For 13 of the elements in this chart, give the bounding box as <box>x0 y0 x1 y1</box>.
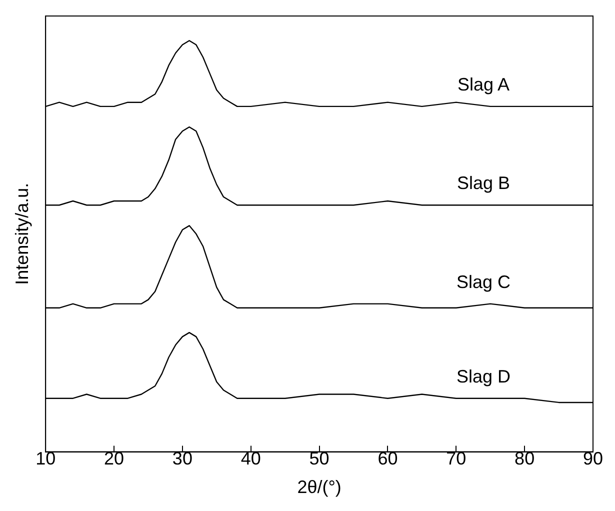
x-tick-label: 40 <box>240 448 261 469</box>
x-axis-title: 2θ/(°) <box>297 477 342 498</box>
series-label: Slag C <box>456 272 511 292</box>
x-tick-label: 30 <box>172 448 192 469</box>
x-tick-label: 90 <box>582 448 604 469</box>
x-tick-label: 10 <box>36 448 56 469</box>
y-axis-title: Intensity/a.u. <box>12 182 32 285</box>
x-tick-label: 20 <box>104 448 124 469</box>
series-label: Slag B <box>456 173 510 194</box>
x-tick-label: 80 <box>514 448 535 469</box>
x-tick-label: 60 <box>378 448 398 469</box>
series-label: Slag D <box>456 366 511 386</box>
series-label: Slag A <box>457 74 510 94</box>
